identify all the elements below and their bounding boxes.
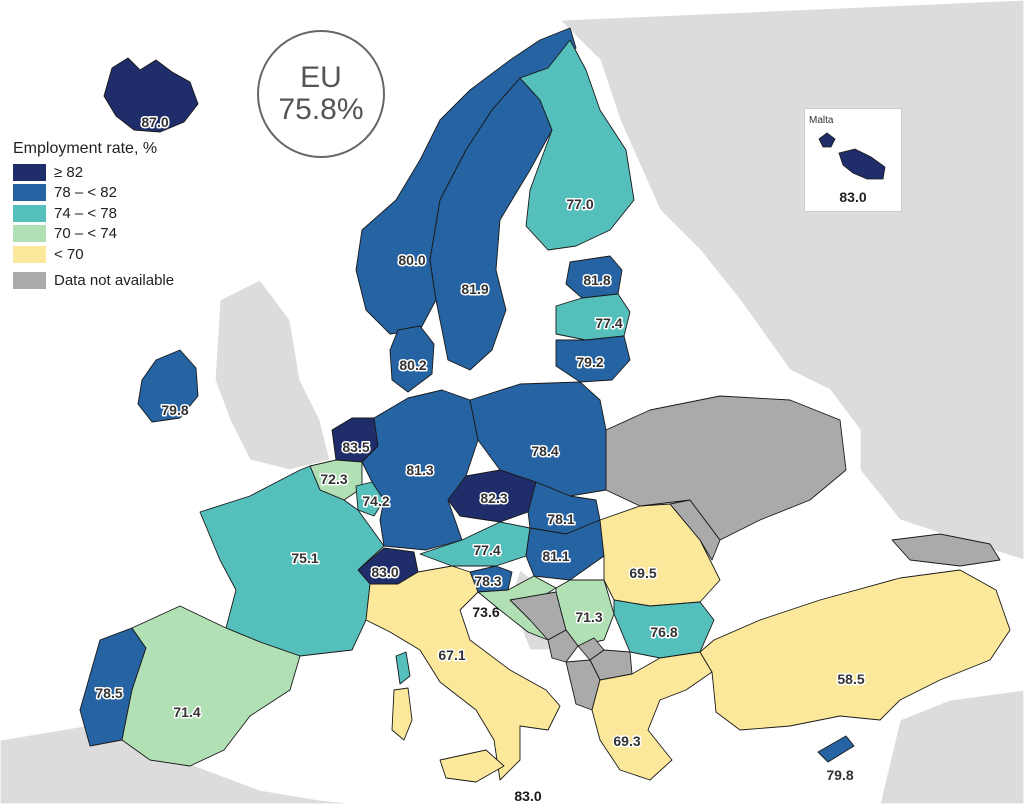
region-greece bbox=[591, 651, 713, 781]
legend-swatch bbox=[13, 225, 46, 243]
region-sicily bbox=[439, 749, 505, 783]
inset-value: 83.0 bbox=[839, 189, 867, 205]
legend-swatch bbox=[13, 272, 46, 290]
label-luxembourg: 74.2 bbox=[362, 493, 389, 509]
label-cyprus: 79.8 bbox=[826, 767, 853, 783]
label-romania: 69.5 bbox=[629, 565, 656, 581]
legend-item: Data not available bbox=[13, 271, 174, 292]
label-hungary: 81.1 bbox=[542, 548, 569, 564]
label-greece: 69.3 bbox=[613, 733, 640, 749]
label-netherlands: 83.5 bbox=[342, 439, 369, 455]
region-corsica bbox=[395, 651, 411, 685]
malta-inset: Malta 83.0 bbox=[804, 108, 902, 212]
region-georgia bbox=[891, 533, 1001, 567]
label-slovakia: 78.1 bbox=[547, 511, 574, 527]
legend-swatch bbox=[13, 204, 46, 222]
legend-label: 70 – < 74 bbox=[54, 225, 117, 243]
legend-item: ≥ 82 bbox=[13, 162, 174, 183]
legend-title: Employment rate, % bbox=[13, 140, 158, 157]
inset-title: Malta bbox=[809, 115, 834, 126]
value-labels: 87.0 80.0 81.9 77.0 81.8 77.4 79.2 80.2 … bbox=[94, 113, 866, 804]
region-latvia bbox=[555, 293, 631, 341]
label-belgium: 72.3 bbox=[320, 471, 347, 487]
label-france: 75.1 bbox=[291, 550, 318, 566]
region-serbia bbox=[555, 579, 615, 647]
eu-average-badge: EU 75.8% bbox=[257, 30, 385, 158]
legend-item: 78 – < 82 bbox=[13, 183, 174, 204]
region-denmark bbox=[389, 325, 435, 393]
region-cyprus bbox=[817, 735, 855, 763]
label-finland: 77.0 bbox=[566, 196, 593, 212]
label-bulgaria: 76.8 bbox=[650, 624, 677, 640]
region-finland bbox=[519, 39, 635, 251]
region-germany bbox=[361, 389, 479, 551]
legend-swatch bbox=[13, 245, 46, 263]
label-italy: 67.1 bbox=[438, 647, 465, 663]
eu-value: 75.8% bbox=[278, 93, 364, 126]
label-ireland: 79.8 bbox=[161, 402, 188, 418]
region-luxembourg bbox=[355, 481, 385, 517]
countries bbox=[79, 27, 1011, 783]
label-czechia: 82.3 bbox=[480, 490, 507, 506]
legend-label: 78 – < 82 bbox=[54, 184, 117, 202]
label-switzerland: 83.0 bbox=[371, 564, 398, 580]
label-germany: 81.3 bbox=[406, 462, 433, 478]
label-sweden: 81.9 bbox=[461, 281, 488, 297]
region-italy bbox=[365, 565, 561, 781]
region-malta-inset bbox=[818, 132, 886, 180]
label-iceland: 87.0 bbox=[141, 114, 168, 130]
legend-label: < 70 bbox=[54, 245, 84, 263]
region-lithuania bbox=[555, 335, 631, 383]
region-iceland bbox=[103, 57, 199, 133]
label-poland: 78.4 bbox=[531, 443, 558, 459]
label-malta-mainmap: 83.0 bbox=[514, 788, 541, 804]
region-turkey bbox=[699, 569, 1011, 731]
malta-shape bbox=[818, 132, 886, 180]
legend: Employment rate, % ≥ 82 78 – < 82 74 – <… bbox=[13, 140, 174, 291]
label-slovenia: 78.3 bbox=[474, 573, 501, 589]
legend-label: ≥ 82 bbox=[54, 163, 84, 181]
region-ukraine bbox=[605, 395, 847, 541]
label-latvia: 77.4 bbox=[595, 315, 622, 331]
label-denmark: 80.2 bbox=[399, 357, 426, 373]
region-ireland bbox=[137, 349, 199, 423]
label-estonia: 81.8 bbox=[583, 272, 610, 288]
label-croatia: 73.6 bbox=[472, 604, 499, 620]
legend-item: 70 – < 74 bbox=[13, 224, 174, 245]
label-spain: 71.4 bbox=[173, 704, 200, 720]
legend-label: 74 – < 78 bbox=[54, 204, 117, 222]
legend-item: < 70 bbox=[13, 244, 174, 265]
legend-swatch bbox=[13, 163, 46, 181]
eu-label: EU bbox=[300, 61, 342, 94]
legend-swatch bbox=[13, 184, 46, 202]
region-sardinia bbox=[391, 687, 413, 741]
legend-item: 74 – < 78 bbox=[13, 203, 174, 224]
label-norway: 80.0 bbox=[398, 252, 425, 268]
label-lithuania: 79.2 bbox=[576, 354, 603, 370]
label-turkey: 58.5 bbox=[837, 671, 864, 687]
label-austria: 77.4 bbox=[473, 542, 500, 558]
region-spain bbox=[121, 605, 301, 767]
region-montenegro bbox=[547, 629, 579, 663]
label-serbia: 71.3 bbox=[575, 609, 602, 625]
label-portugal: 78.5 bbox=[95, 685, 122, 701]
legend-label: Data not available bbox=[54, 272, 175, 290]
region-france bbox=[199, 465, 385, 657]
